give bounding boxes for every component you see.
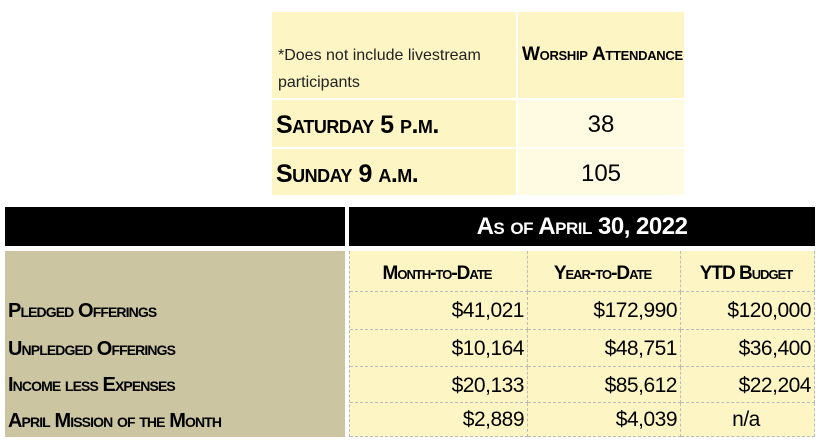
row-label: Unpledged Offerings [8,338,176,360]
attendance-note: *Does not include livestream participant… [272,12,516,98]
attendance-header: Worship Attendance [518,12,684,98]
row-label: April Mission of the Month [8,410,222,432]
row-label: Pledged Offerings [8,300,157,322]
row-label-column: Pledged Offerings Unpledged Offerings In… [5,251,345,437]
value-cell: $20,133 [350,367,528,403]
value-cell: n/a [681,403,815,437]
value-cell: $2,889 [350,403,528,437]
attendance-row-label: Saturday 5 p.m. [272,100,516,147]
value-cell: $36,400 [681,330,815,367]
attendance-row-value: 105 [518,149,684,195]
value-cell: $41,021 [350,292,528,330]
header-blank-cell [5,207,345,246]
financial-title: As of April 30, 2022 [349,207,815,246]
column-header: YTD Budget [681,251,815,292]
value-cell: $120,000 [681,292,815,330]
value-cell: $4,039 [528,403,681,437]
value-cell: $48,751 [528,330,681,367]
row-label: Income less Expenses [8,374,176,396]
value-cell: $85,612 [528,367,681,403]
value-cell: $10,164 [350,330,528,367]
column-header: Year-to-Date [528,251,681,292]
value-cell: $172,990 [528,292,681,330]
attendance-row-value: 38 [518,100,684,147]
financial-values: Month-to-Date Year-to-Date YTD Budget $4… [349,251,815,437]
attendance-row-label: Sunday 9 a.m. [272,149,516,195]
column-header: Month-to-Date [350,251,528,292]
value-cell: $22,204 [681,367,815,403]
